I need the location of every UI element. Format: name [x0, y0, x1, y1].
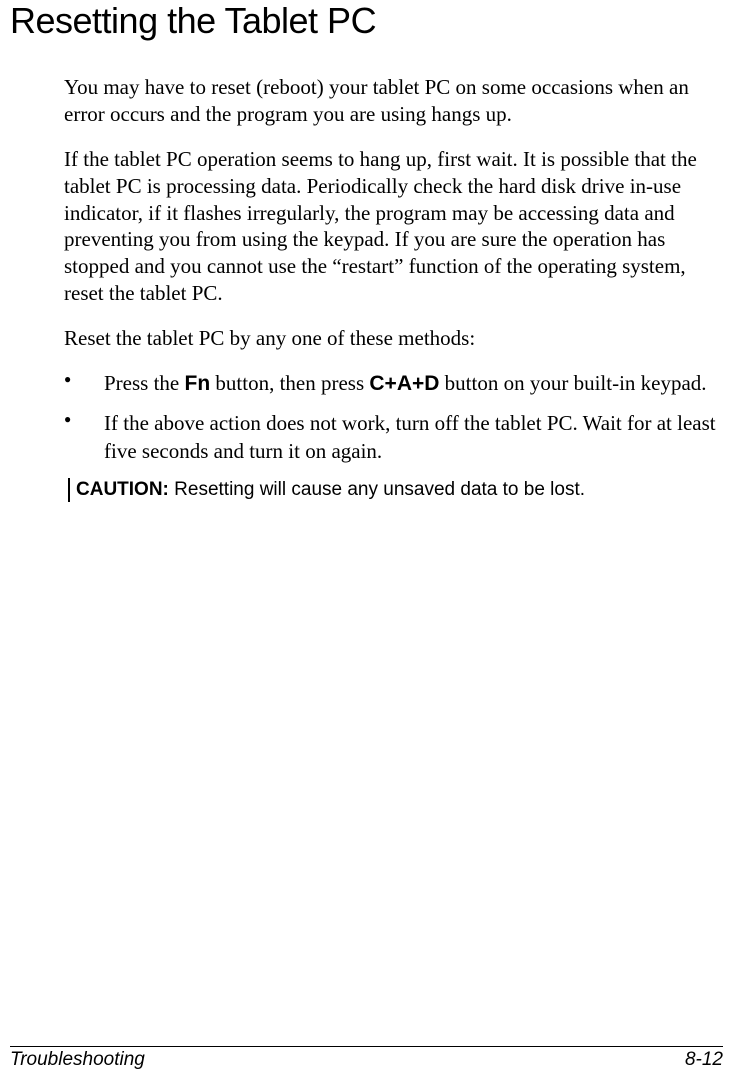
- caution-block: CAUTION: Resetting will cause any unsave…: [68, 478, 723, 503]
- intro-paragraph-2: If the tablet PC operation seems to hang…: [64, 146, 723, 307]
- list-item: If the above action does not work, turn …: [64, 410, 723, 466]
- footer-page-number: 8-12: [685, 1049, 723, 1071]
- reset-methods-list: Press the Fn button, then press C+A+D bu…: [64, 370, 723, 466]
- list-item: Press the Fn button, then press C+A+D bu…: [64, 370, 723, 398]
- methods-intro: Reset the tablet PC by any one of these …: [64, 325, 723, 352]
- page-footer: Troubleshooting 8-12: [10, 1046, 723, 1071]
- bullet1-post: button on your built-in keypad.: [439, 371, 706, 395]
- bullet1-pre: Press the: [104, 371, 185, 395]
- footer-rule: [10, 1046, 723, 1047]
- fn-key-label: Fn: [185, 372, 211, 395]
- bullet1-mid: button, then press: [210, 371, 369, 395]
- footer-section: Troubleshooting: [10, 1049, 145, 1071]
- page-heading: Resetting the Tablet PC: [10, 0, 723, 42]
- intro-paragraph-1: You may have to reset (reboot) your tabl…: [64, 74, 723, 128]
- caution-text: Resetting will cause any unsaved data to…: [169, 479, 585, 500]
- caution-label: CAUTION:: [76, 479, 169, 500]
- cad-key-label: C+A+D: [369, 372, 439, 395]
